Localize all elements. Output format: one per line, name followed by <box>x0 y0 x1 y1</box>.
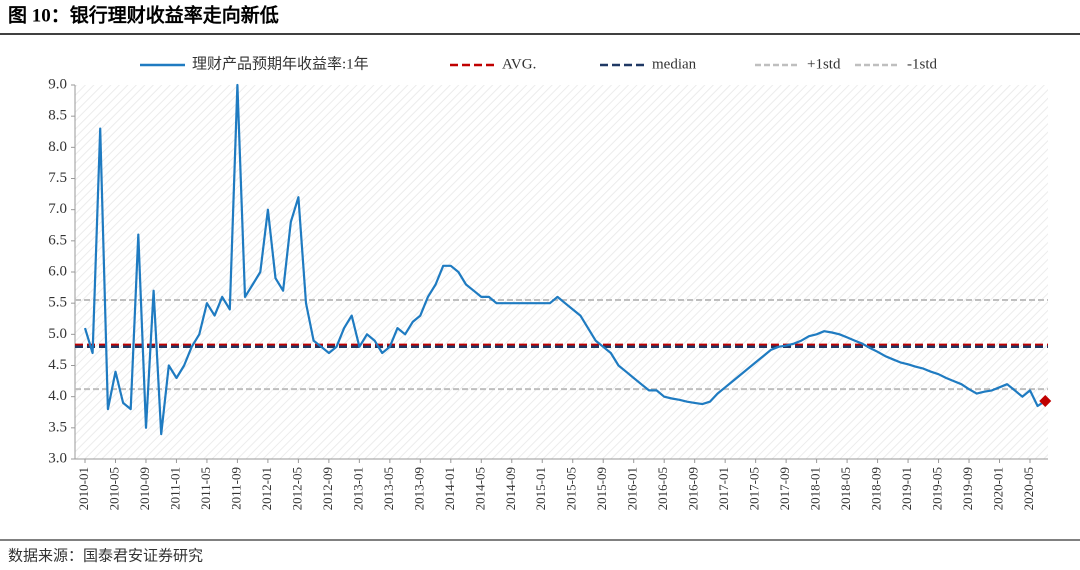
x-tick-label: 2011-01 <box>167 467 182 510</box>
x-tick-label: 2012-05 <box>289 467 304 510</box>
y-tick-label: 5.0 <box>48 326 67 342</box>
y-tick-label: 3.5 <box>48 419 67 435</box>
x-tick-label: 2015-09 <box>594 467 609 510</box>
x-tick-label: 2013-01 <box>350 467 365 510</box>
y-tick-label: 8.5 <box>48 108 67 124</box>
y-tick-label: 7.0 <box>48 201 67 217</box>
x-tick-label: 2014-01 <box>442 467 457 510</box>
y-tick-label: 7.5 <box>48 170 67 186</box>
x-tick-label: 2018-01 <box>808 467 823 510</box>
y-tick-label: 6.5 <box>48 232 67 248</box>
x-tick-label: 2020-01 <box>991 467 1006 510</box>
y-tick-label: 4.5 <box>48 357 67 373</box>
x-tick-label: 2019-05 <box>930 467 945 510</box>
x-tick-label: 2016-09 <box>686 467 701 510</box>
legend-label: +1std <box>807 56 841 72</box>
x-tick-label: 2014-05 <box>472 467 487 510</box>
x-tick-label: 2010-09 <box>137 467 152 510</box>
x-tick-label: 2020-05 <box>1021 467 1036 510</box>
plot-area <box>75 85 1048 459</box>
y-tick-label: 4.0 <box>48 388 67 404</box>
x-tick-label: 2016-05 <box>655 467 670 510</box>
x-tick-label: 2012-09 <box>320 467 335 510</box>
chart-title: 图 10：银行理财收益率走向新低 <box>8 3 279 26</box>
x-tick-label: 2019-09 <box>960 467 975 510</box>
x-tick-label: 2011-05 <box>198 467 213 510</box>
y-tick-label: 3.0 <box>48 450 67 466</box>
x-tick-label: 2017-01 <box>716 467 731 510</box>
y-tick-label: 9.0 <box>48 76 67 92</box>
x-tick-label: 2011-09 <box>228 467 243 510</box>
y-tick-label: 6.0 <box>48 263 67 279</box>
legend-label: AVG. <box>502 56 536 72</box>
x-tick-label: 2013-09 <box>411 467 426 510</box>
x-tick-label: 2014-09 <box>503 467 518 510</box>
x-tick-label: 2017-05 <box>747 467 762 510</box>
legend-label: median <box>652 56 697 72</box>
x-tick-label: 2015-05 <box>564 467 579 510</box>
x-tick-label: 2010-01 <box>76 467 91 510</box>
x-tick-label: 2013-05 <box>381 467 396 510</box>
legend-label: -1std <box>907 56 938 72</box>
x-tick-label: 2018-09 <box>869 467 884 510</box>
x-tick-label: 2015-01 <box>533 467 548 510</box>
x-tick-label: 2016-01 <box>625 467 640 510</box>
y-tick-label: 8.0 <box>48 139 67 155</box>
last-marker <box>1039 395 1052 408</box>
x-tick-label: 2010-05 <box>106 467 121 510</box>
series-line <box>83 83 1046 436</box>
x-tick-label: 2018-05 <box>838 467 853 510</box>
x-tick-label: 2019-01 <box>899 467 914 510</box>
x-tick-label: 2012-01 <box>259 467 274 510</box>
source: 数据来源：国泰君安证券研究 <box>8 547 203 564</box>
y-tick-label: 5.5 <box>48 295 67 311</box>
x-tick-label: 2017-09 <box>777 467 792 510</box>
legend-label: 理财产品预期年收益率:1年 <box>192 55 369 72</box>
